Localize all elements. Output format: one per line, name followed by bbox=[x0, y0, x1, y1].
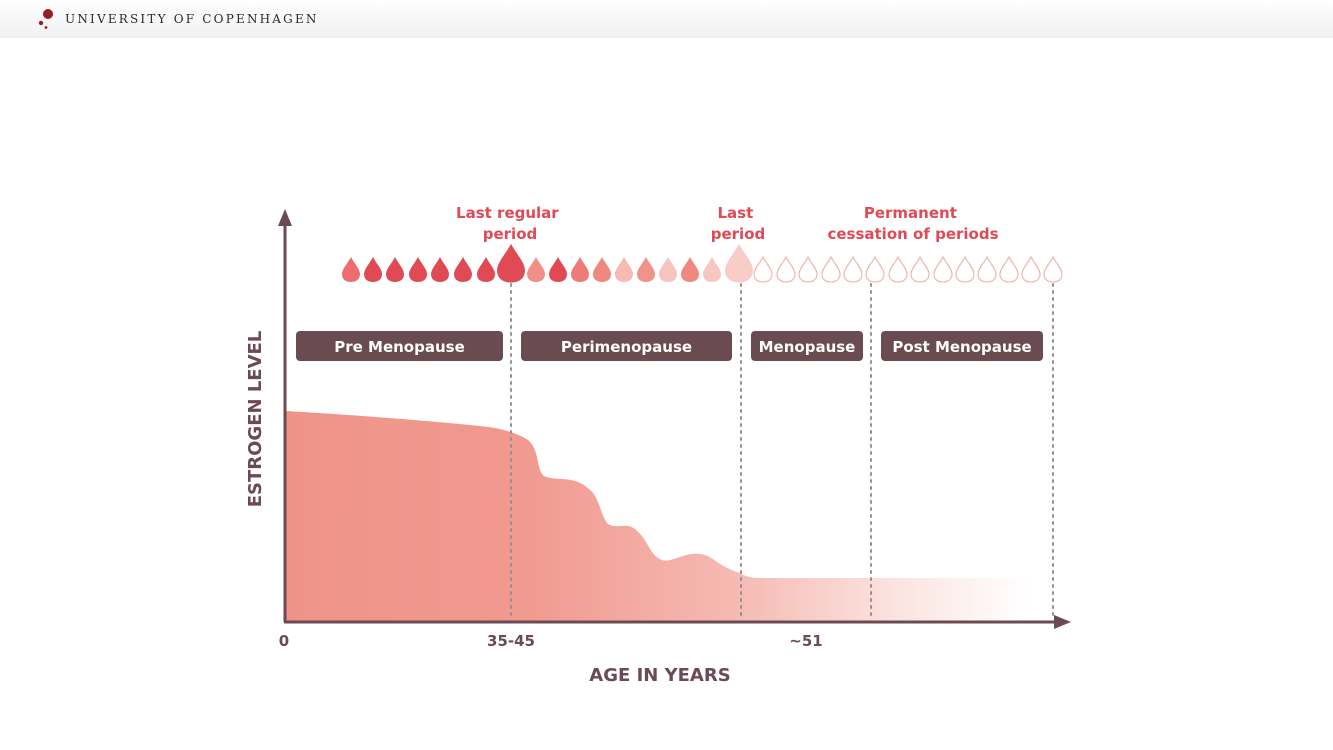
stage-label: Perimenopause bbox=[561, 338, 692, 356]
droplet-icon bbox=[593, 257, 611, 282]
droplet-icon bbox=[477, 257, 495, 282]
x-tick-label: 0 bbox=[279, 632, 289, 650]
university-logo-icon[interactable] bbox=[37, 8, 57, 30]
period-droplets bbox=[342, 243, 1063, 283]
stage-label: Menopause bbox=[759, 338, 856, 356]
stage-perimenopause: Perimenopause bbox=[521, 331, 732, 361]
university-name[interactable]: UNIVERSITY OF COPENHAGEN bbox=[65, 12, 319, 26]
droplet-icon bbox=[955, 255, 975, 283]
x-axis-arrow bbox=[1054, 615, 1071, 629]
droplet-icon bbox=[999, 255, 1019, 283]
droplet-icon bbox=[821, 255, 841, 283]
y-axis-label: ESTROGEN LEVEL bbox=[245, 331, 266, 508]
milestone-line: period bbox=[483, 225, 538, 243]
milestone-last-period: Last period bbox=[711, 204, 766, 243]
stage-box bbox=[521, 331, 732, 361]
droplet-icon bbox=[753, 255, 773, 283]
stage-label: Pre Menopause bbox=[334, 338, 465, 356]
droplet-icon bbox=[681, 257, 699, 282]
droplet-icon bbox=[431, 257, 449, 282]
milestone-line: cessation of periods bbox=[827, 225, 998, 243]
stage-post-menopause: Post Menopause bbox=[881, 331, 1043, 361]
milestone-line: period bbox=[711, 225, 766, 243]
stage-menopause: Menopause bbox=[751, 331, 863, 361]
droplet-icon bbox=[615, 257, 633, 282]
x-axis-label: AGE IN YEARS bbox=[589, 665, 730, 686]
droplet-icon bbox=[703, 257, 721, 282]
estrogen-level-area bbox=[285, 411, 1030, 622]
droplet-icon bbox=[527, 257, 545, 282]
droplet-icon bbox=[454, 257, 472, 282]
droplet-icon bbox=[659, 257, 677, 282]
droplet-icon bbox=[865, 255, 885, 283]
droplet-icon bbox=[843, 255, 863, 283]
droplet-icon bbox=[409, 257, 427, 282]
droplet-icon bbox=[977, 255, 997, 283]
stage-pre-menopause: Pre Menopause bbox=[296, 331, 503, 361]
y-axis-arrow bbox=[278, 209, 292, 226]
droplet-icon bbox=[497, 243, 525, 283]
stage-box bbox=[751, 331, 863, 361]
stage-label: Post Menopause bbox=[892, 338, 1031, 356]
droplet-icon bbox=[386, 257, 404, 282]
droplet-icon bbox=[776, 255, 796, 283]
site-header: UNIVERSITY OF COPENHAGEN bbox=[0, 0, 1333, 38]
droplet-icon bbox=[1021, 255, 1041, 283]
milestone-line: Permanent bbox=[864, 204, 957, 222]
droplet-icon bbox=[342, 257, 360, 282]
milestone-line: Last bbox=[717, 204, 753, 222]
x-tick-label: 35-45 bbox=[487, 632, 535, 650]
stage-box bbox=[296, 331, 503, 361]
milestone-last-regular-period: Last regular period bbox=[456, 204, 564, 243]
droplet-icon bbox=[549, 257, 567, 282]
droplet-icon bbox=[910, 255, 930, 283]
droplet-icon bbox=[1043, 255, 1063, 283]
droplet-icon bbox=[571, 257, 589, 282]
stage-box bbox=[881, 331, 1043, 361]
droplet-icon bbox=[364, 257, 382, 282]
droplet-icon bbox=[637, 257, 655, 282]
milestone-line: Last regular bbox=[456, 204, 559, 222]
droplet-icon bbox=[933, 255, 953, 283]
droplet-icon bbox=[798, 255, 818, 283]
droplet-icon bbox=[888, 255, 908, 283]
x-tick-label: ~51 bbox=[789, 632, 822, 650]
milestone-permanent-cessation: Permanent cessation of periods bbox=[827, 204, 998, 243]
droplet-icon bbox=[725, 243, 753, 283]
